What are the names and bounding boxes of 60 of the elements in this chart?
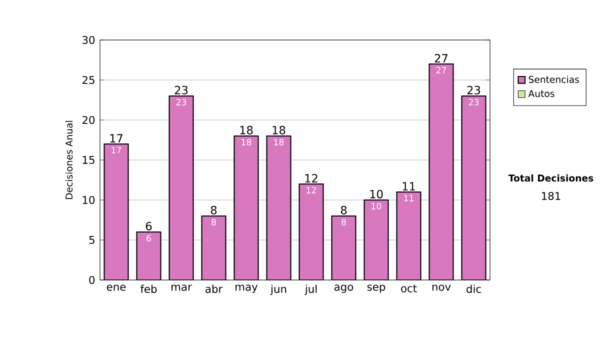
- total-label: 27: [434, 54, 448, 62]
- data-label: 8: [212, 218, 216, 226]
- bar: [266, 136, 291, 280]
- total-label: 8: [210, 206, 217, 214]
- data-label: 10: [372, 202, 382, 210]
- total-label: 10: [370, 190, 383, 198]
- bar: [396, 192, 421, 280]
- data-label: 23: [468, 98, 479, 106]
- bar: [429, 64, 454, 280]
- y-tick-label: 20: [82, 116, 95, 124]
- data-label: 23: [176, 98, 186, 106]
- total-label: 18: [240, 126, 253, 134]
- x-tick-label: sep: [367, 284, 386, 293]
- x-tick-label: jul: [304, 284, 317, 296]
- y-tick-label: 0: [89, 276, 95, 284]
- total-label: 18: [272, 126, 286, 134]
- y-axis-title: Decisiones Anual: [65, 120, 73, 199]
- x-tick-label: mar: [172, 284, 192, 291]
- total-label: 12: [305, 174, 318, 182]
- y-tick-label: 5: [89, 236, 94, 244]
- text: Total Decisiones: [508, 174, 594, 182]
- x-tick-label: dic: [466, 284, 481, 293]
- total-label: 23: [174, 86, 188, 94]
- data-label: 17: [112, 146, 122, 154]
- x-tick-label: abr: [206, 284, 223, 293]
- data-label: 18: [242, 138, 252, 146]
- data-label: 18: [274, 138, 284, 146]
- data-label: 6: [146, 234, 151, 242]
- bar: [136, 232, 161, 280]
- total-label: 17: [110, 134, 122, 142]
- bar: [202, 216, 226, 280]
- bar: [234, 136, 258, 280]
- data-label: 11: [404, 194, 414, 202]
- total-label: 6: [146, 222, 152, 230]
- bar: [299, 184, 324, 280]
- bar: [364, 200, 388, 280]
- total-label: 8: [340, 206, 347, 214]
- data-label: 8: [342, 218, 346, 226]
- data-label: 27: [436, 66, 446, 74]
- bar: [169, 96, 194, 280]
- legend-label: Autos: [528, 90, 554, 98]
- total-label: 23: [467, 86, 480, 94]
- total-label: 11: [402, 182, 415, 190]
- x-tick-label: feb: [140, 284, 157, 293]
- x-tick-label: oct: [401, 284, 417, 292]
- y-tick-label: 25: [82, 76, 94, 84]
- bar: [332, 216, 356, 280]
- y-tick-label: 10: [82, 196, 95, 204]
- x-tick-label: ago: [334, 284, 354, 293]
- y-tick-label: 15: [82, 156, 94, 164]
- bar: [461, 95, 486, 280]
- data-label: 12: [306, 186, 316, 194]
- y-tick-label: 30: [82, 36, 95, 44]
- bar: [104, 144, 128, 280]
- x-tick-label: jun: [270, 284, 286, 296]
- x-tick-label: ene: [106, 284, 126, 291]
- text: 181: [542, 192, 560, 200]
- x-tick-label: nov: [432, 284, 451, 291]
- legend-label: Sentencias: [528, 76, 579, 83]
- x-tick-label: may: [236, 284, 258, 293]
